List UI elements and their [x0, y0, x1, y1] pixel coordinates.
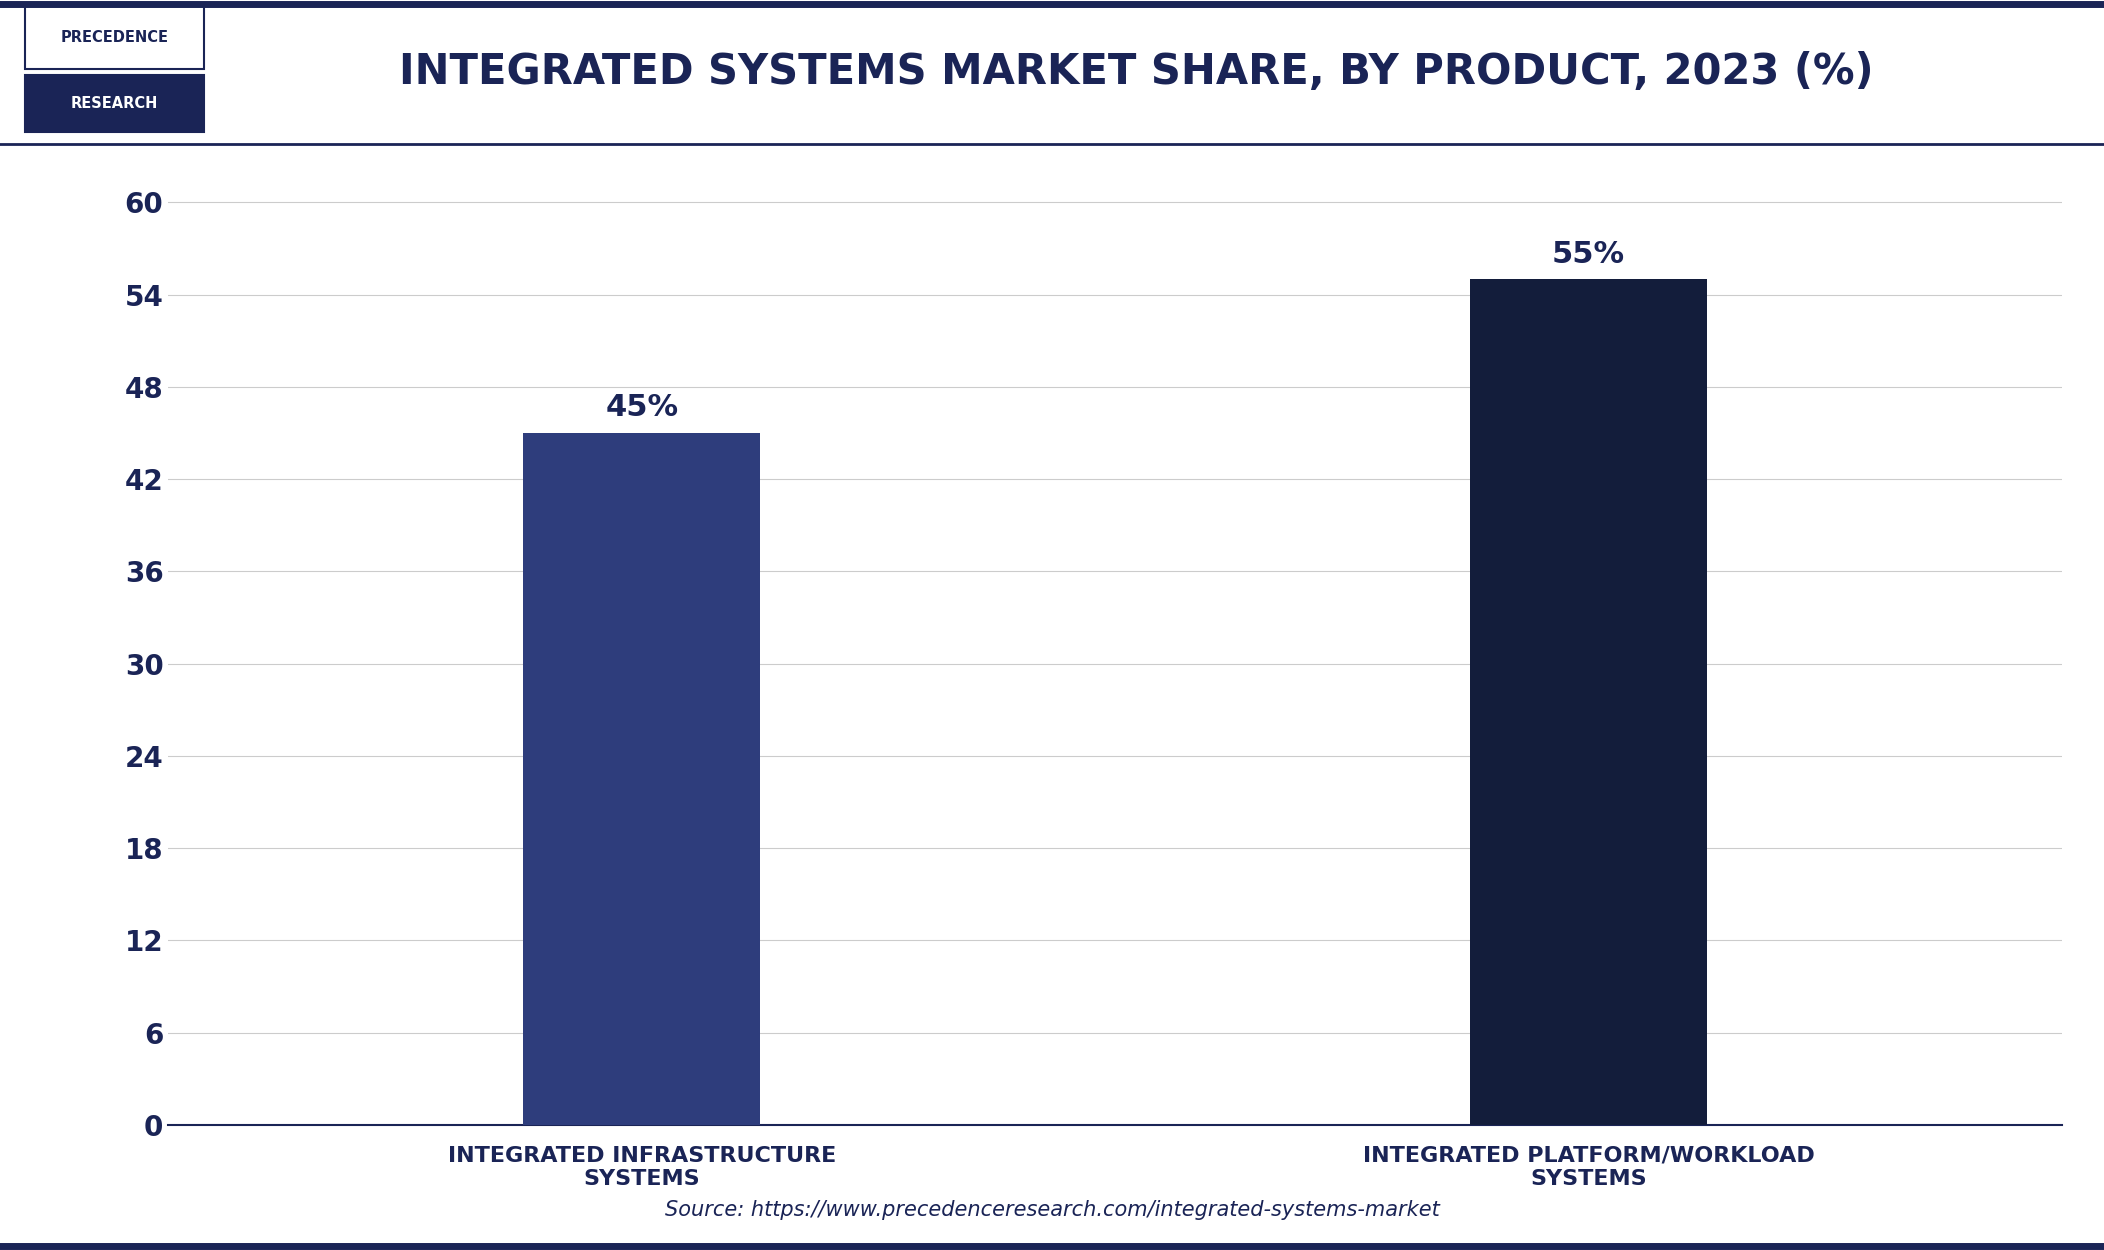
Text: RESEARCH: RESEARCH	[72, 96, 158, 111]
Text: 45%: 45%	[606, 394, 677, 422]
Text: INTEGRATED SYSTEMS MARKET SHARE, BY PRODUCT, 2023 (%): INTEGRATED SYSTEMS MARKET SHARE, BY PROD…	[400, 51, 1873, 92]
Bar	[25, 6, 204, 69]
Text: Source: https://www.precedenceresearch.com/integrated-systems-market: Source: https://www.precedenceresearch.c…	[665, 1200, 1439, 1220]
Text: PRECEDENCE: PRECEDENCE	[61, 30, 168, 45]
Bar	[1471, 279, 1706, 1125]
Text: 55%: 55%	[1553, 240, 1624, 269]
Bar	[25, 75, 204, 132]
Bar	[524, 432, 760, 1125]
